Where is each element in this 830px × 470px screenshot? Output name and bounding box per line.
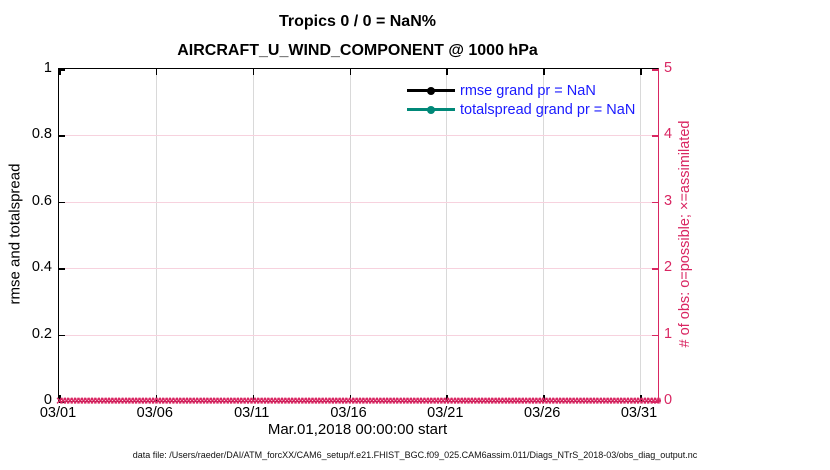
left-y-tick-mark [59,69,65,71]
left-y-tick-mark [59,201,65,204]
right-y-tick-mark [652,135,658,137]
left-y-tick-label: 0.6 [31,192,52,209]
gridline-horizontal [59,135,658,137]
x-tick-mark-top [640,69,642,75]
gridline-horizontal [59,201,658,203]
left-y-tick-label: 0.4 [31,259,52,276]
chart-title: Tropics 0 / 0 = NaN% [279,13,436,30]
x-tick-mark [446,395,448,401]
right-y-tick-mark [652,201,658,204]
left-y-tick-mark [59,268,65,270]
right-y-tick-label: 2 [664,259,673,276]
right-y-tick-mark [652,334,658,337]
legend-line-sample [407,105,455,114]
x-tick-mark [349,395,351,401]
gridline-vertical [640,69,641,401]
legend-label: rmse grand pr = NaN [460,82,596,99]
x-tick-label: 03/31 [620,405,658,421]
left-y-tick-mark [59,334,65,337]
x-tick-label: 03/01 [39,405,77,421]
assimilated-marker-band: ××××××××××××××××××××××××××××××××××××××××… [56,394,661,407]
right-y-tick-mark [652,268,658,270]
left-y-tick-mark [59,135,65,137]
right-y-tick-label: 4 [664,126,673,143]
right-y-tick-mark [652,69,658,71]
gridline-horizontal [59,268,658,270]
right-y-tick-label: 1 [664,325,673,342]
legend-item: totalspread grand pr = NaN [407,100,635,119]
x-tick-mark [59,395,61,401]
left-y-tick-mark [59,401,65,403]
legend: rmse grand pr = NaN totalspread grand pr … [407,81,635,119]
gridline-vertical [543,69,545,401]
gridline-vertical [349,69,351,401]
gridline-horizontal [59,334,658,336]
left-y-tick-label: 0.8 [31,126,52,143]
x-tick-label: 03/21 [427,405,464,421]
right-y-tick-label: 5 [664,60,673,76]
x-tick-label: 03/26 [524,405,561,421]
gridline-vertical [446,69,448,401]
legend-marker-icon [427,105,435,114]
x-tick-mark [155,395,158,401]
right-y-tick-label: 3 [664,192,673,209]
left-y-tick-label: 1 [43,60,52,76]
x-tick-mark-top [543,69,545,75]
left-axis-label: rmse and totalspread [6,163,24,305]
x-tick-mark [640,395,642,401]
legend-marker-icon [427,86,435,95]
x-tick-mark-top [155,69,158,75]
gridline-vertical [252,69,254,401]
left-y-tick-label: 0 [43,392,52,408]
x-tick-label: 03/11 [234,405,270,421]
x-tick-mark-top [59,69,61,75]
plot-area: rmse grand pr = NaN totalspread grand pr … [56,68,661,407]
left-y-tick-label: 0.2 [31,325,52,342]
right-y-tick-mark [652,401,658,403]
legend-item: rmse grand pr = NaN [407,81,635,100]
right-y-tick-label: 0 [664,392,673,408]
x-tick-mark-top [349,69,351,75]
x-tick-label: 03/16 [330,405,367,421]
chart-subtitle: AIRCRAFT_U_WIND_COMPONENT @ 1000 hPa [177,42,538,59]
x-tick-mark [543,395,545,401]
legend-label: totalspread grand pr = NaN [460,101,636,118]
x-tick-mark-top [252,69,255,75]
x-tick-mark-top [446,69,448,75]
legend-line-sample [407,86,455,95]
x-tick-label: 03/06 [136,405,173,421]
x-tick-mark [252,395,255,401]
x-axis-label: Mar.01,2018 00:00:00 start [267,421,448,438]
right-axis-label: # of obs: o=possible; ×=assimilated [677,120,693,348]
gridline-vertical [155,69,157,401]
data-file-path: data file: /Users/raeder/DAI/ATM_forcXX/… [132,450,698,460]
